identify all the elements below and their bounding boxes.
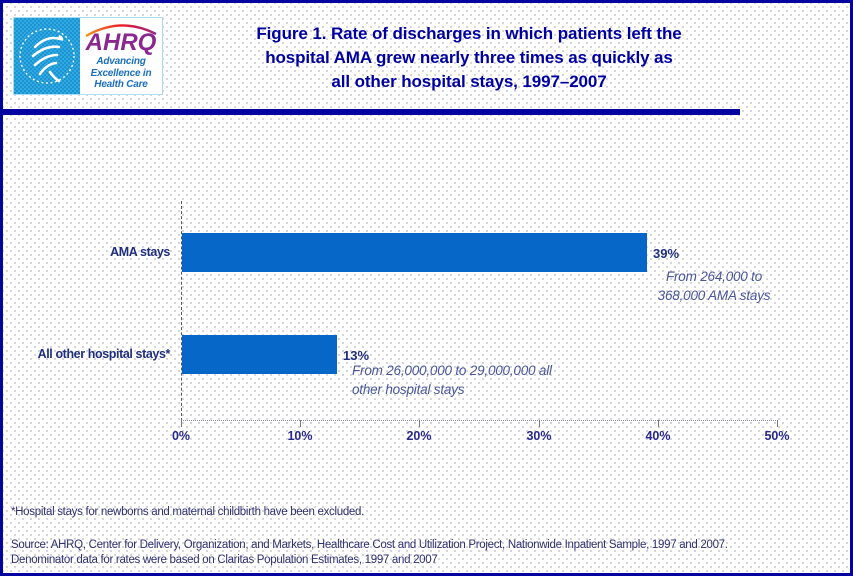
- x-tick-2: [419, 420, 420, 427]
- tagline-line: Excellence in: [90, 67, 152, 79]
- y-axis-line: [181, 201, 182, 421]
- category-label-0: AMA stays: [110, 244, 170, 259]
- category-label-1: All other hospital stays*: [37, 346, 171, 361]
- figure-title-line: Figure 1. Rate of discharges in which pa…: [256, 24, 682, 43]
- x-tick-5: [777, 420, 778, 427]
- x-tick-label-1: 10%: [287, 429, 313, 443]
- ahrq-wordmark: AHRQ: [85, 29, 157, 56]
- rainbow-arc-icon: [85, 24, 157, 37]
- source-line: Source: AHRQ, Center for Delivery, Organ…: [11, 539, 728, 551]
- annotation-line: From 26,000,000 to 29,000,000 all: [352, 363, 552, 378]
- value-label-1: 13%: [343, 347, 370, 363]
- bar-1: [182, 335, 337, 374]
- value-label-0: 39%: [653, 245, 680, 261]
- source-note: Source: AHRQ, Center for Delivery, Organ…: [11, 538, 728, 567]
- bar-chart: AMA stays 39% From 264,000 to 368,000 AMA s…: [3, 3, 850, 573]
- x-tick-4: [658, 420, 659, 427]
- figure-title-line: hospital AMA grew nearly three times as …: [265, 48, 673, 67]
- source-line: Denominator data for rates were based on…: [11, 553, 438, 566]
- x-tick-label-5: 50%: [764, 429, 790, 443]
- annotation-1: From 26,000,000 to 29,000,000 all other h…: [352, 361, 614, 399]
- annotation-line: From 264,000 to: [665, 269, 763, 284]
- annotation-0: From 264,000 to 368,000 AMA stays: [648, 267, 780, 305]
- ahrq-logo: AHRQ Advancing Excellence in Health Care: [13, 17, 163, 95]
- tagline-line: Health Care: [94, 79, 148, 90]
- x-tick-1: [300, 420, 301, 427]
- x-tick-label-0: 0%: [171, 429, 191, 443]
- ahrq-tagline: Advancing Excellence in Health Care: [80, 56, 162, 91]
- x-tick-0: [181, 420, 182, 427]
- header-divider: [3, 109, 740, 115]
- footnote: *Hospital stays for newborns and materna…: [11, 506, 365, 518]
- figure-title-line: all other hospital stays, 1997–2007: [331, 72, 607, 91]
- x-tick-label-4: 40%: [645, 429, 671, 443]
- x-tick-3: [539, 420, 540, 427]
- annotation-line: other hospital stays: [352, 382, 465, 397]
- ahrq-wordmark-panel: AHRQ Advancing Excellence in Health Care: [80, 18, 162, 94]
- x-tick-label-3: 30%: [526, 429, 552, 443]
- bar-0: [182, 233, 647, 272]
- hhs-eagle-seal-icon: [14, 18, 80, 94]
- x-axis-line: [181, 420, 778, 421]
- tagline-line: Advancing: [96, 56, 146, 67]
- figure-title: Figure 1. Rate of discharges in which pa…: [166, 22, 772, 94]
- annotation-line: 368,000 AMA stays: [657, 288, 771, 303]
- x-tick-label-2: 20%: [406, 429, 432, 443]
